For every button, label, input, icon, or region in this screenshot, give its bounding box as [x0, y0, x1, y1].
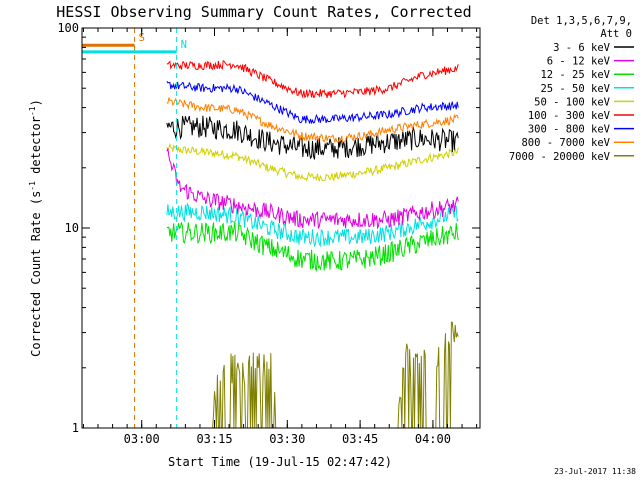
- y-tick-label: 100: [57, 21, 79, 35]
- series-line: [166, 59, 459, 99]
- legend-entry-label: 3 - 6 keV: [553, 42, 611, 54]
- series-line: [166, 148, 459, 230]
- y-axis: 1 10 100: [57, 21, 480, 435]
- x-axis-label: Start Time (19-Jul-15 02:47:42): [168, 455, 392, 469]
- y-axis-label-sup2: -1: [28, 106, 37, 116]
- series-line: [166, 202, 459, 248]
- series-layer: [166, 59, 459, 428]
- legend-entry-label: 800 - 7000 keV: [521, 137, 610, 149]
- series-line: [166, 221, 459, 272]
- y-axis-label-start: Corrected Count Rate (s: [29, 191, 43, 357]
- legend-header-line1: Det 1,3,5,6,7,9,: [531, 15, 632, 27]
- plot-frame: [81, 27, 481, 429]
- marker-label: S: [139, 32, 145, 44]
- chart-title: HESSI Observing Summary Count Rates, Cor…: [56, 3, 471, 21]
- legend-entry-label: 50 - 100 keV: [534, 96, 611, 108]
- legend: Det 1,3,5,6,7,9, Att 0 3 - 6 keV 6 - 12 k…: [509, 15, 634, 163]
- x-tick-label: 03:30: [269, 432, 305, 446]
- legend-header-line2: Att 0: [600, 28, 632, 40]
- x-tick-label: 03:45: [342, 432, 378, 446]
- legend-entry-label: 12 - 25 keV: [540, 69, 610, 81]
- legend-entry-label: 7000 - 20000 keV: [509, 151, 611, 163]
- y-axis-label: Corrected Count Rate (s-1 detector-1): [28, 99, 43, 357]
- y-axis-label-sup1: -1: [28, 181, 37, 191]
- y-axis-label-end: ): [29, 99, 43, 106]
- x-axis: 03:00 03:15 03:30 03:45 04:00: [82, 28, 478, 446]
- legend-entry-label: 100 - 300 keV: [528, 110, 611, 122]
- series-line: [166, 115, 459, 160]
- series-line: [166, 81, 459, 125]
- y-axis-label-mid: detector: [29, 116, 43, 181]
- series-line: [166, 97, 459, 143]
- legend-entry-label: 6 - 12 keV: [547, 56, 611, 68]
- x-tick-label: 04:00: [415, 432, 451, 446]
- series-line: [166, 321, 459, 428]
- x-tick-label: 03:15: [196, 432, 232, 446]
- y-tick-label: 10: [65, 221, 79, 235]
- legend-entry-label: 25 - 50 keV: [540, 83, 610, 95]
- marker-label: N: [181, 39, 187, 51]
- x-tick-label: 03:00: [124, 432, 160, 446]
- legend-entry-label: 300 - 800 keV: [528, 124, 611, 136]
- date-stamp: 23-Jul-2017 11:38: [554, 467, 636, 476]
- series-line: [166, 142, 459, 182]
- instrument-markers: SN: [82, 28, 187, 428]
- y-tick-label: 1: [72, 421, 79, 435]
